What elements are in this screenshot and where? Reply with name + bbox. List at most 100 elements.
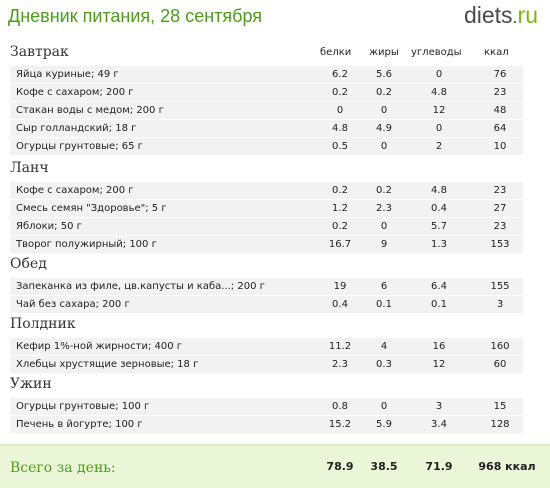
carbs-value: 5.7 bbox=[431, 221, 447, 232]
fat-value: 0 bbox=[380, 221, 388, 232]
food-name: Кофе с сахаром; 200 г bbox=[16, 87, 134, 98]
page-header: Дневник питания, 28 сентября diets.ru bbox=[0, 0, 550, 34]
food-name: Яйца куриные; 49 г bbox=[16, 69, 119, 80]
totals-label: Всего за день: bbox=[10, 460, 116, 476]
fat-value: 5.9 bbox=[376, 419, 392, 430]
protein-value: 0.2 bbox=[332, 185, 348, 196]
fat-value: 0.2 bbox=[376, 87, 392, 98]
protein-value: 0 bbox=[336, 105, 344, 116]
fat-value: 2.3 bbox=[376, 203, 392, 214]
food-name: Огурцы грунтовые; 100 г bbox=[16, 401, 150, 412]
food-row[interactable]: Стакан воды с медом; 200 г 0 0 12 48 bbox=[10, 102, 523, 119]
fat-value: 0.3 bbox=[376, 359, 392, 370]
column-header-protein: белки bbox=[320, 47, 352, 58]
meal-section-title: Полдник bbox=[10, 316, 76, 332]
food-row[interactable]: Кофе с сахаром; 200 г 0.2 0.2 4.8 23 bbox=[10, 182, 523, 199]
food-row[interactable]: Печень в йогурте; 100 г 15.2 5.9 3.4 128 bbox=[10, 416, 523, 433]
protein-value: 16.7 bbox=[328, 239, 352, 250]
logo-dot: . bbox=[512, 7, 518, 27]
food-name: Хлебцы хрустящие зерновые; 18 г bbox=[16, 359, 199, 370]
protein-value: 0.2 bbox=[332, 87, 348, 98]
food-row[interactable]: Смесь семян "Здоровье"; 5 г 1.2 2.3 0.4 27 bbox=[10, 200, 523, 217]
fat-value: 0 bbox=[380, 401, 388, 412]
food-row[interactable]: Яблоки; 50 г 0.2 0 5.7 23 bbox=[10, 218, 523, 235]
food-row[interactable]: Яйца куриные; 49 г 6.2 5.6 0 76 bbox=[10, 66, 523, 83]
food-row[interactable]: Кефир 1%-ной жирности; 400 г 11.2 4 16 160 bbox=[10, 338, 523, 355]
food-row[interactable]: Творог полужирный; 100 г 16.7 9 1.3 153 bbox=[10, 236, 523, 253]
food-name: Сыр голландский; 18 г bbox=[16, 123, 137, 134]
fat-value: 6 bbox=[380, 281, 388, 292]
protein-value: 15.2 bbox=[328, 419, 352, 430]
protein-value: 19 bbox=[333, 281, 347, 292]
fat-value: 4 bbox=[380, 341, 388, 352]
carbs-value: 0 bbox=[435, 69, 443, 80]
kcal-value: 76 bbox=[493, 69, 507, 80]
kcal-value: 64 bbox=[493, 123, 507, 134]
meal-section-title: Ланч bbox=[10, 160, 49, 176]
logo-text: diets bbox=[463, 2, 513, 28]
kcal-value: 48 bbox=[493, 105, 507, 116]
food-name: Яблоки; 50 г bbox=[16, 221, 82, 232]
food-row[interactable]: Хлебцы хрустящие зерновые; 18 г 2.3 0.3 12 6… bbox=[10, 356, 523, 373]
protein-value: 6.2 bbox=[332, 69, 348, 80]
fat-value: 5.6 bbox=[376, 69, 392, 80]
carbs-value: 0.4 bbox=[431, 203, 447, 214]
carbs-value: 2 bbox=[435, 141, 443, 152]
food-row[interactable]: Огурцы грунтовые; 65 г 0.5 0 2 10 bbox=[10, 138, 523, 155]
daily-totals-bar: Всего за день: 78.9 38.5 71.9 968 ккал bbox=[0, 444, 550, 488]
total-fat: 38.5 bbox=[370, 460, 398, 473]
kcal-value: 160 bbox=[490, 341, 510, 352]
food-name: Печень в йогурте; 100 г bbox=[16, 419, 143, 430]
total-kcal: 968 ккал bbox=[478, 460, 536, 473]
kcal-value: 15 bbox=[493, 401, 507, 412]
carbs-value: 4.8 bbox=[431, 87, 447, 98]
carbs-value: 12 bbox=[432, 359, 446, 370]
food-name: Стакан воды с медом; 200 г bbox=[16, 105, 164, 116]
food-name: Творог полужирный; 100 г bbox=[16, 239, 157, 250]
carbs-value: 1.3 bbox=[431, 239, 447, 250]
carbs-value: 12 bbox=[432, 105, 446, 116]
kcal-value: 27 bbox=[493, 203, 507, 214]
food-row[interactable]: Сыр голландский; 18 г 4.8 4.9 0 64 bbox=[10, 120, 523, 137]
column-header-kcal: ккал bbox=[484, 47, 509, 58]
diets-ru-logo[interactable]: diets.ru bbox=[464, 2, 538, 29]
carbs-value: 0.1 bbox=[431, 299, 447, 310]
carbs-value: 3.4 bbox=[431, 419, 447, 430]
protein-value: 0.8 bbox=[332, 401, 348, 412]
carbs-value: 0 bbox=[435, 123, 443, 134]
kcal-value: 23 bbox=[493, 185, 507, 196]
fat-value: 0 bbox=[380, 105, 388, 116]
kcal-value: 153 bbox=[490, 239, 510, 250]
food-name: Огурцы грунтовые; 65 г bbox=[16, 141, 143, 152]
kcal-value: 155 bbox=[490, 281, 510, 292]
logo-domain: ru bbox=[517, 2, 538, 28]
food-row[interactable]: Чай без сахара; 200 г 0.4 0.1 0.1 3 bbox=[10, 296, 523, 313]
protein-value: 4.8 bbox=[332, 123, 348, 134]
kcal-value: 23 bbox=[493, 87, 507, 98]
food-row[interactable]: Кофе с сахаром; 200 г 0.2 0.2 4.8 23 bbox=[10, 84, 523, 101]
kcal-value: 60 bbox=[493, 359, 507, 370]
page-title: Дневник питания, 28 сентября bbox=[8, 6, 263, 26]
carbs-value: 6.4 bbox=[431, 281, 447, 292]
meal-section-title: Обед bbox=[10, 256, 47, 272]
column-header-fat: жиры bbox=[369, 47, 399, 58]
food-name: Чай без сахара; 200 г bbox=[16, 299, 130, 310]
total-carbs: 71.9 bbox=[425, 460, 453, 473]
fat-value: 0.2 bbox=[376, 185, 392, 196]
carbs-value: 4.8 bbox=[431, 185, 447, 196]
food-row[interactable]: Запеканка из филе, цв.капусты и каба...;… bbox=[10, 278, 523, 295]
kcal-value: 23 bbox=[493, 221, 507, 232]
fat-value: 9 bbox=[380, 239, 388, 250]
meal-section-title: Ужин bbox=[10, 376, 52, 392]
kcal-value: 10 bbox=[493, 141, 507, 152]
carbs-value: 16 bbox=[432, 341, 446, 352]
food-name: Кофе с сахаром; 200 г bbox=[16, 185, 134, 196]
protein-value: 2.3 bbox=[332, 359, 348, 370]
kcal-value: 128 bbox=[490, 419, 510, 430]
protein-value: 1.2 bbox=[332, 203, 348, 214]
food-name: Смесь семян "Здоровье"; 5 г bbox=[16, 203, 167, 214]
protein-value: 0.2 bbox=[332, 221, 348, 232]
total-protein: 78.9 bbox=[326, 460, 354, 473]
food-row[interactable]: Огурцы грунтовые; 100 г 0.8 0 3 15 bbox=[10, 398, 523, 415]
kcal-value: 3 bbox=[496, 299, 504, 310]
